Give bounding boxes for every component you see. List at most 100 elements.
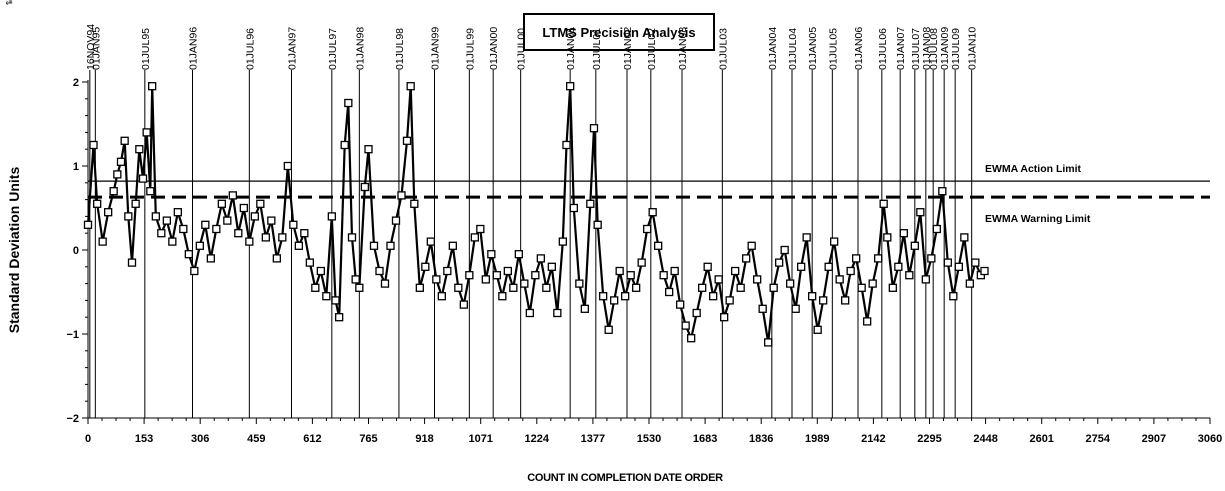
data-point — [802, 233, 811, 242]
x-tick-label: 0 — [85, 433, 91, 445]
date-marker-label: 01JUL99 — [464, 28, 476, 70]
data-point — [566, 82, 575, 91]
x-tick-label: 2295 — [917, 433, 941, 445]
data-point — [380, 279, 390, 288]
action-limit-label: EWMA Action Limit — [985, 163, 1082, 175]
data-point — [470, 233, 479, 242]
data-point — [542, 283, 551, 292]
data-point — [316, 266, 325, 276]
data-point — [965, 279, 974, 288]
data-point — [758, 304, 767, 313]
data-point — [525, 308, 534, 318]
data-point — [331, 296, 340, 305]
data-point — [93, 199, 102, 208]
data-point — [586, 199, 595, 208]
data-point — [921, 275, 930, 284]
data-point — [857, 283, 866, 292]
data-point — [747, 241, 756, 250]
data-point — [146, 187, 155, 196]
data-point — [720, 313, 729, 322]
data-point — [943, 258, 952, 267]
date-marker-label: 01JAN07 — [895, 27, 907, 70]
data-point — [481, 275, 490, 284]
data-point — [289, 220, 298, 229]
data-point — [322, 292, 331, 301]
data-point — [347, 233, 357, 242]
data-point — [369, 241, 379, 250]
data-point — [681, 321, 690, 330]
data-point — [654, 241, 663, 250]
data-point — [899, 229, 908, 238]
data-point — [157, 229, 166, 238]
data-point — [492, 271, 501, 280]
data-point — [503, 266, 512, 276]
data-point — [267, 216, 276, 225]
data-point — [406, 82, 415, 91]
data-point — [610, 296, 619, 305]
data-point — [173, 208, 182, 217]
data-point — [883, 233, 892, 242]
data-point — [780, 245, 789, 255]
data-point — [604, 325, 613, 334]
data-point — [786, 279, 795, 288]
data-point — [476, 224, 485, 234]
data-point — [742, 254, 751, 263]
date-marker-label: 01JUL09 — [950, 28, 962, 70]
x-tick-label: 1377 — [581, 433, 605, 445]
x-tick-label: 2907 — [1142, 433, 1166, 445]
data-point — [846, 266, 855, 276]
date-marker-label: 01JUL96 — [244, 28, 256, 70]
data-point — [184, 250, 193, 259]
x-tick-label: 918 — [415, 433, 433, 445]
data-point — [487, 250, 496, 259]
date-marker-label: 01JUL04 — [787, 28, 799, 70]
date-marker-label: 01JAN03 — [677, 27, 689, 70]
y-tick-label: −2 — [66, 413, 79, 425]
data-point — [459, 300, 468, 309]
data-point — [138, 174, 148, 183]
data-point — [151, 212, 160, 221]
x-axis-label: COUNT IN COMPLETION DATE ORDER — [527, 472, 723, 484]
date-marker-label: 01JUL02 — [646, 28, 658, 70]
data-point — [547, 262, 556, 271]
data-point — [868, 279, 877, 288]
data-point — [168, 237, 177, 246]
data-point — [938, 187, 947, 196]
data-point — [536, 254, 545, 263]
date-marker-label: 01JAN01 — [565, 27, 577, 70]
date-marker-label: 01JUL98 — [394, 28, 406, 70]
date-marker-label: 01JAN95 — [90, 27, 102, 70]
data-point — [498, 292, 507, 301]
data-point — [725, 296, 734, 305]
data-point — [375, 266, 384, 276]
date-marker-label: 01JAN09 — [939, 27, 951, 70]
data-point — [272, 254, 281, 263]
data-point — [127, 258, 137, 267]
data-point — [971, 258, 980, 267]
data-point — [426, 237, 435, 246]
data-point — [648, 208, 657, 217]
data-point — [949, 292, 958, 301]
data-point — [397, 191, 406, 200]
data-point — [531, 271, 540, 280]
data-point — [835, 275, 844, 284]
y-tick-label: 2 — [73, 77, 79, 89]
data-point — [775, 258, 784, 267]
data-point — [562, 140, 571, 150]
data-point — [415, 283, 424, 292]
data-point — [569, 203, 578, 213]
data-point — [615, 266, 624, 276]
data-point — [448, 241, 457, 250]
date-marker-label: 01JAN08 — [921, 27, 933, 70]
date-marker-label: 01JUL01 — [591, 28, 603, 70]
x-tick-label: 2601 — [1029, 433, 1053, 445]
data-point — [344, 98, 353, 108]
data-point — [980, 266, 989, 276]
data-point — [120, 136, 129, 145]
data-point — [360, 182, 369, 192]
data-point — [874, 254, 883, 263]
data-point — [148, 82, 157, 91]
date-marker-label: 16NOV94 — [85, 24, 97, 70]
data-point — [830, 237, 839, 246]
